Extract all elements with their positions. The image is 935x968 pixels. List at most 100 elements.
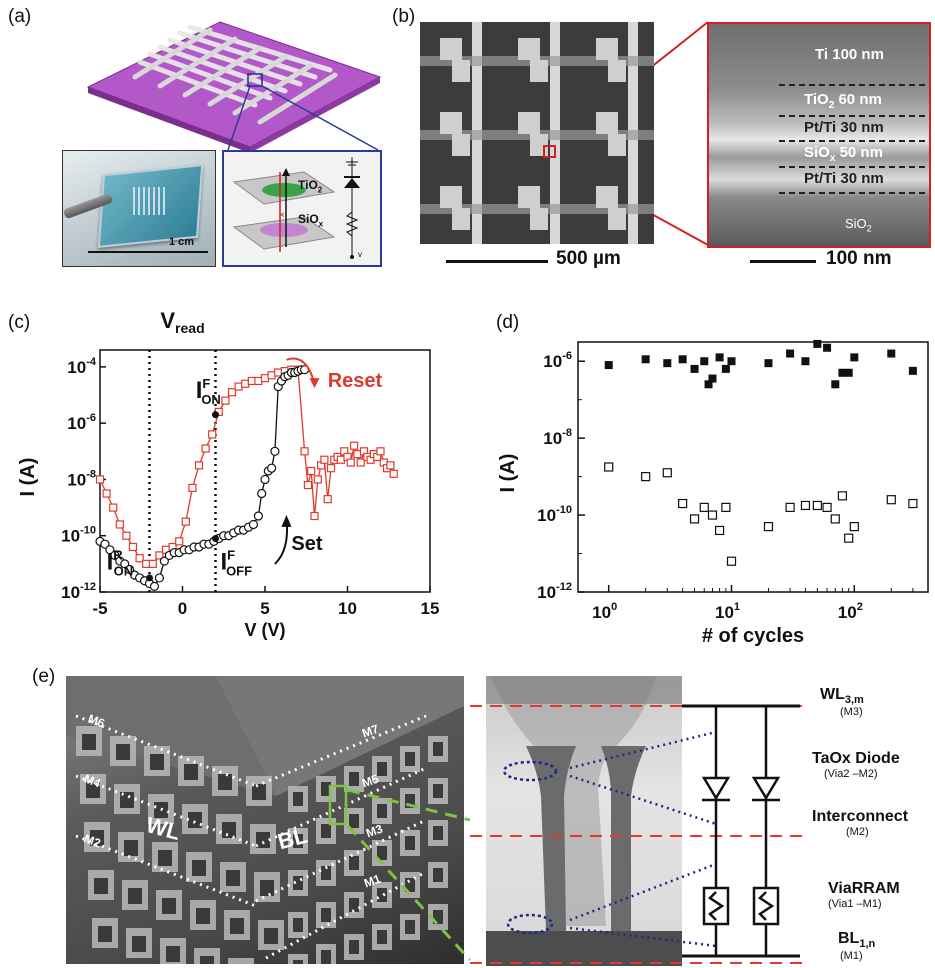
tem-layer-siox: SiOx 50 nm (804, 144, 883, 164)
data-point-red (310, 511, 319, 521)
y-tick-label-d: 10-10 (537, 504, 572, 525)
data-point-off (662, 468, 672, 478)
x-tick-label-c: 10 (338, 599, 357, 618)
data-point-black (154, 573, 164, 583)
tem-layer-ti: Ti 100 nm (815, 46, 884, 63)
data-point-off (886, 495, 896, 505)
via-circuit-schematic (470, 704, 810, 964)
data-point-on (831, 380, 840, 389)
data-point-on (715, 353, 724, 362)
data-point-off (812, 500, 822, 511)
data-point-red (181, 517, 190, 526)
ioff-f-label: IF OFF (220, 547, 252, 578)
set-label: Set (291, 533, 322, 555)
data-point-red (307, 466, 316, 476)
data-point-on (708, 374, 717, 383)
sem-array-image (420, 22, 654, 244)
panel-label-b: (b) (392, 6, 416, 27)
x-axis-label-c: V (V) (244, 620, 285, 640)
tem-layer-ptti-top: Pt/Ti 30 nm (804, 119, 884, 136)
data-point-red (300, 447, 309, 456)
data-point-red (346, 458, 355, 467)
data-point-red (95, 475, 105, 484)
data-point-off (641, 472, 651, 482)
y-axis-label-c: I (A) (17, 458, 39, 497)
3d-rram-sem: M6 M4 M2 M7 M5 M3 M1 WL BL (66, 676, 464, 964)
x-tick-label-c: -5 (92, 599, 107, 618)
data-point-red (323, 495, 332, 504)
data-point-on (641, 355, 650, 364)
data-point-on (690, 364, 699, 373)
data-point-off (678, 498, 688, 509)
data-point-off (726, 556, 737, 566)
data-point-red (135, 554, 144, 563)
y-tick-label-d: 10-12 (537, 581, 572, 602)
data-point-red (102, 489, 111, 498)
data-point-on (604, 361, 613, 370)
ion-r-label: IR ON (107, 547, 134, 578)
data-point-on (823, 343, 832, 352)
data-point-red (208, 430, 217, 439)
label-viarram: ViaRRAM (Via1 –M1) (828, 880, 900, 910)
data-point-black (253, 511, 263, 521)
data-point-red (303, 480, 312, 490)
data-point-red (356, 458, 365, 467)
data-point-red (386, 461, 395, 470)
x-tick-label-d: 101 (715, 601, 740, 622)
y-tick-label-c: 10-4 (67, 356, 97, 377)
data-point-red (194, 461, 204, 470)
cell-schematic: × TiO2 SiOx v (222, 150, 382, 267)
label-bl1n: BL1,n (M1) (838, 930, 876, 963)
data-point-black (149, 581, 160, 591)
data-point-red (155, 551, 164, 560)
data-point-on (721, 364, 730, 373)
label-taox-diode: TaOx Diode (Via2 –M2) (812, 750, 900, 780)
ion-f-label: IF ON (196, 376, 221, 407)
label-wl3m: WL3,m (M3) (820, 686, 864, 719)
set-arrowhead (281, 514, 292, 527)
scale-label: 1 cm (169, 236, 195, 248)
data-point-red (148, 559, 157, 568)
data-point-black (105, 545, 115, 555)
data-point-off (844, 533, 854, 543)
data-point-red (313, 475, 322, 484)
data-point-off (763, 522, 774, 532)
data-point-off (849, 522, 859, 532)
marker-ion-r (146, 574, 153, 582)
data-point-red (389, 469, 398, 478)
tem-cross-section: Ti 100 nm TiO2 60 nm Pt/Ti 30 nm SiOx 50… (707, 22, 931, 248)
data-point-red (175, 537, 184, 546)
x-axis-label-d: # of cycles (702, 625, 804, 647)
tem-layer-tio2: TiO2 60 nm (804, 91, 882, 111)
scale-bar (88, 251, 208, 253)
data-point-on (908, 366, 917, 375)
data-point-red (221, 396, 230, 405)
data-point-on (700, 357, 709, 366)
data-point-on (727, 357, 736, 366)
reset-label: Reset (328, 370, 383, 392)
data-point-off (822, 502, 832, 512)
data-point-red (350, 441, 359, 450)
data-point-off (707, 510, 718, 520)
data-point-black (267, 463, 277, 473)
data-point-on (887, 349, 896, 358)
plot-frame-d (577, 341, 929, 593)
data-point-black (125, 564, 135, 575)
data-point-on (801, 357, 810, 366)
data-point-black (260, 474, 270, 485)
data-point-red (188, 483, 197, 492)
data-point-black (100, 539, 110, 549)
panel-label-d: (d) (496, 312, 520, 333)
x-tick-label-d: 102 (838, 601, 863, 622)
data-point-on (844, 368, 853, 377)
data-point-off (800, 500, 811, 511)
scale-bar-500um (446, 260, 548, 263)
data-point-red (122, 531, 131, 540)
data-point-black (257, 488, 267, 499)
reset-arrowhead (309, 378, 320, 389)
voltage-label: v (358, 250, 362, 259)
label-interconnect: Interconnect (M2) (812, 808, 909, 838)
data-point-off (604, 462, 614, 472)
data-point-off (830, 514, 840, 524)
